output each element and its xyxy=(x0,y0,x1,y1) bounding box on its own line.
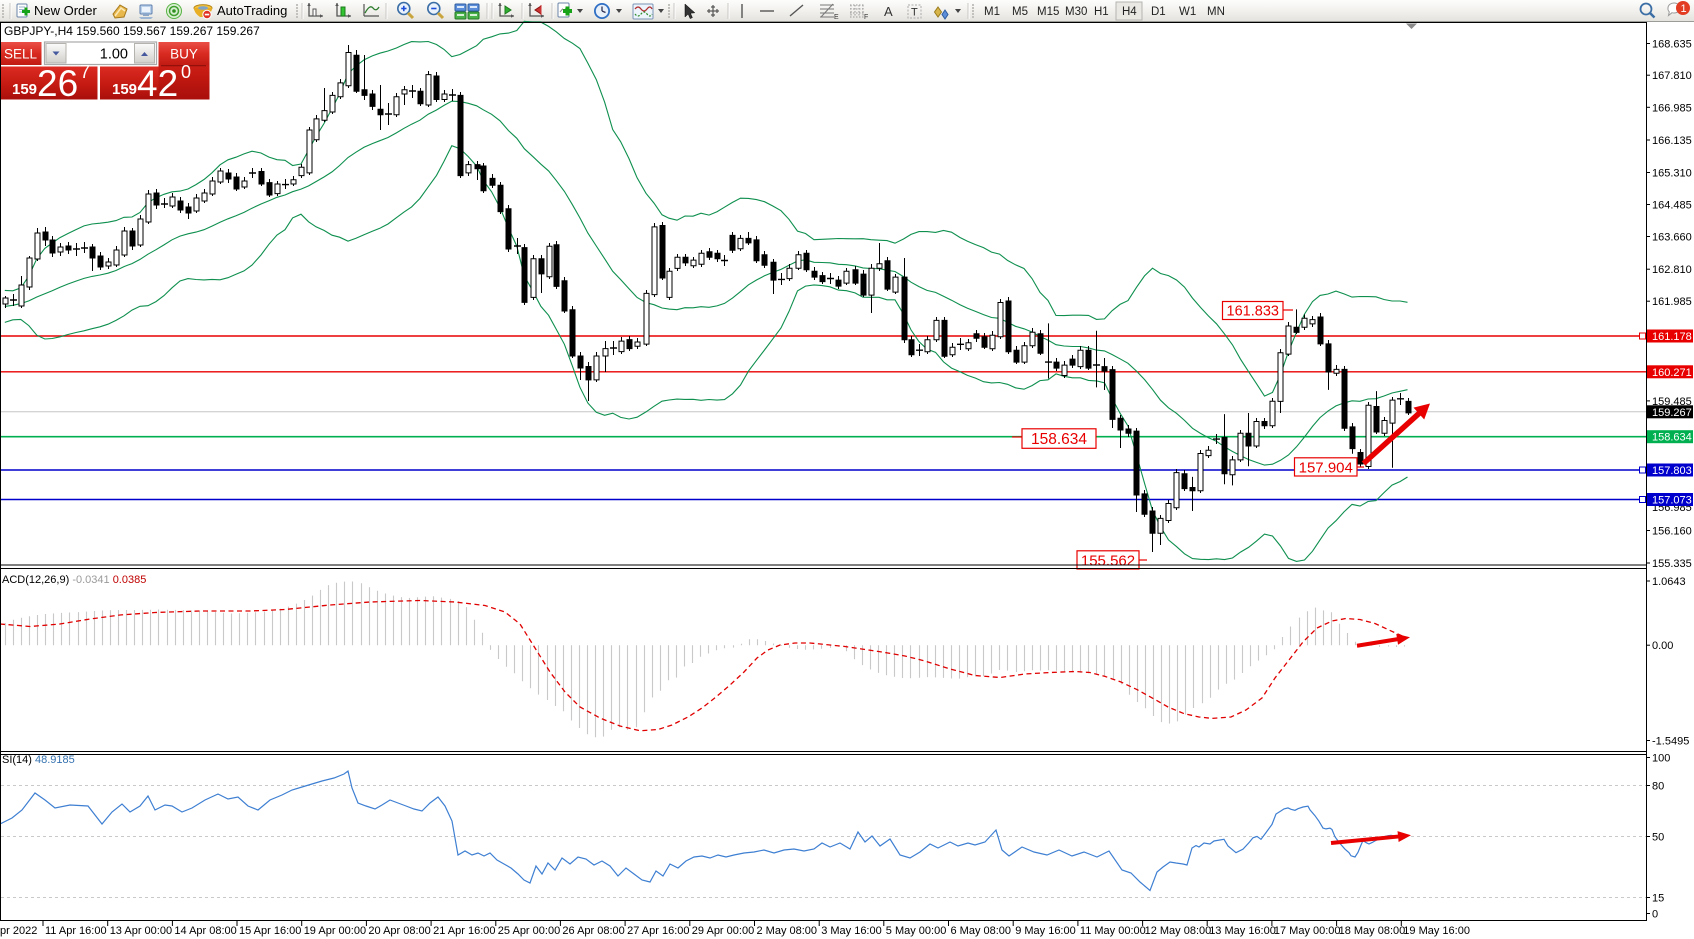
svg-text:27 Apr 16:00: 27 Apr 16:00 xyxy=(627,925,689,937)
svg-text:A: A xyxy=(884,4,893,19)
svg-text:0: 0 xyxy=(181,62,191,82)
svg-text:H4: H4 xyxy=(1122,6,1137,18)
svg-text:100: 100 xyxy=(1652,752,1670,764)
svg-text:17 May 00:00: 17 May 00:00 xyxy=(1274,925,1341,937)
svg-text:M5: M5 xyxy=(1012,6,1028,18)
svg-text:-1.5495: -1.5495 xyxy=(1652,735,1689,747)
svg-text:19 May 16:00: 19 May 16:00 xyxy=(1403,925,1470,937)
svg-text:M30: M30 xyxy=(1065,6,1087,18)
svg-text:1.0643: 1.0643 xyxy=(1652,576,1686,588)
svg-text:13 Apr 00:00: 13 Apr 00:00 xyxy=(110,925,172,937)
svg-text:1: 1 xyxy=(1681,3,1687,15)
svg-text:0.00: 0.00 xyxy=(1652,640,1673,652)
svg-text:18 May 08:00: 18 May 08:00 xyxy=(1339,925,1406,937)
svg-text:0: 0 xyxy=(1652,908,1658,920)
svg-text:15: 15 xyxy=(1652,892,1664,904)
svg-text:2 May 08:00: 2 May 08:00 xyxy=(757,925,818,937)
svg-text:7: 7 xyxy=(80,62,90,82)
svg-text:161.178: 161.178 xyxy=(1652,331,1692,343)
svg-text:166.985: 166.985 xyxy=(1652,102,1692,114)
svg-text:M15: M15 xyxy=(1037,6,1059,18)
svg-text:168.635: 168.635 xyxy=(1652,38,1692,50)
svg-text:W1: W1 xyxy=(1179,6,1196,18)
svg-text:H1: H1 xyxy=(1094,6,1109,18)
svg-text:165.310: 165.310 xyxy=(1652,167,1692,179)
svg-text:T: T xyxy=(911,7,918,19)
svg-text:42: 42 xyxy=(137,63,178,104)
svg-text:D1: D1 xyxy=(1151,6,1166,18)
svg-text:160.271: 160.271 xyxy=(1652,367,1692,379)
svg-text:25 Apr 00:00: 25 Apr 00:00 xyxy=(498,925,560,937)
svg-text:156.160: 156.160 xyxy=(1652,525,1692,537)
svg-text:159: 159 xyxy=(12,81,37,98)
svg-text:162.810: 162.810 xyxy=(1652,264,1692,276)
svg-text:21 Apr 16:00: 21 Apr 16:00 xyxy=(433,925,495,937)
svg-text:F: F xyxy=(864,14,868,21)
svg-text:9 May 16:00: 9 May 16:00 xyxy=(1015,925,1076,937)
svg-text:163.660: 163.660 xyxy=(1652,231,1692,243)
svg-text:26 Apr 08:00: 26 Apr 08:00 xyxy=(562,925,624,937)
svg-text:3 May 16:00: 3 May 16:00 xyxy=(821,925,882,937)
svg-text:19 Apr 00:00: 19 Apr 00:00 xyxy=(304,925,366,937)
svg-text:158.634: 158.634 xyxy=(1031,431,1087,448)
svg-text:80: 80 xyxy=(1652,780,1664,792)
svg-text:11 May 00:00: 11 May 00:00 xyxy=(1080,925,1146,937)
svg-text:166.135: 166.135 xyxy=(1652,135,1692,147)
svg-text:26: 26 xyxy=(37,63,78,104)
svg-text:157.803: 157.803 xyxy=(1652,465,1692,477)
svg-text:AutoTrading: AutoTrading xyxy=(217,3,287,18)
svg-text:14 Apr 08:00: 14 Apr 08:00 xyxy=(174,925,236,937)
svg-text:159: 159 xyxy=(112,81,137,98)
svg-text:157.904: 157.904 xyxy=(1299,459,1353,476)
svg-text:E: E xyxy=(834,14,839,21)
svg-text:15 Apr 16:00: 15 Apr 16:00 xyxy=(239,925,301,937)
svg-text:50: 50 xyxy=(1652,831,1664,843)
svg-text:13 May 16:00: 13 May 16:00 xyxy=(1209,925,1276,937)
svg-text:164.485: 164.485 xyxy=(1652,199,1692,211)
svg-text:5 May 00:00: 5 May 00:00 xyxy=(886,925,947,937)
svg-text:pr 2022: pr 2022 xyxy=(0,925,37,937)
svg-text:SI(14) 48.9185: SI(14) 48.9185 xyxy=(2,754,75,766)
svg-text:New Order: New Order xyxy=(34,3,98,18)
svg-text:167.810: 167.810 xyxy=(1652,70,1692,82)
svg-text:29 Apr 00:00: 29 Apr 00:00 xyxy=(692,925,754,937)
svg-text:155.335: 155.335 xyxy=(1652,558,1692,570)
svg-text:161.985: 161.985 xyxy=(1652,296,1692,308)
svg-text:159.485: 159.485 xyxy=(1652,396,1692,408)
svg-text:11 Apr 16:00: 11 Apr 16:00 xyxy=(45,925,107,937)
svg-text:M1: M1 xyxy=(984,6,1000,18)
svg-text:158.634: 158.634 xyxy=(1652,432,1692,444)
svg-text:159.267: 159.267 xyxy=(1652,407,1692,419)
svg-text:SELL: SELL xyxy=(4,47,38,62)
svg-text:12 May 08:00: 12 May 08:00 xyxy=(1145,925,1212,937)
svg-text:155.562: 155.562 xyxy=(1081,552,1135,569)
svg-text:1.00: 1.00 xyxy=(100,47,128,63)
svg-text:6 May 08:00: 6 May 08:00 xyxy=(951,925,1012,937)
svg-text:GBPJPY-,H4 159.560 159.567 15: GBPJPY-,H4 159.560 159.567 159.267 159.2… xyxy=(4,24,260,38)
svg-text:20 Apr 08:00: 20 Apr 08:00 xyxy=(368,925,430,937)
svg-text:ACD(12,26,9) -0.0341 0.0385: ACD(12,26,9) -0.0341 0.0385 xyxy=(2,574,146,586)
svg-text:BUY: BUY xyxy=(170,47,198,62)
svg-text:MN: MN xyxy=(1207,6,1225,18)
svg-text:161.833: 161.833 xyxy=(1227,304,1279,320)
svg-text:157.073: 157.073 xyxy=(1652,495,1692,507)
